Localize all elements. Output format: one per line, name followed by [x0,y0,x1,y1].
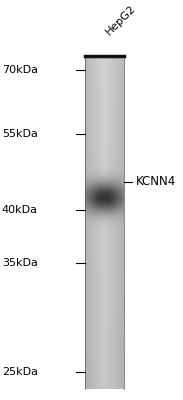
Text: 35kDa: 35kDa [2,258,38,268]
Text: 70kDa: 70kDa [2,65,38,75]
Text: KCNN4: KCNN4 [136,175,176,188]
Text: 55kDa: 55kDa [2,129,38,139]
Text: HepG2: HepG2 [103,3,137,37]
Text: 40kDa: 40kDa [2,205,38,215]
Text: 25kDa: 25kDa [2,366,38,376]
